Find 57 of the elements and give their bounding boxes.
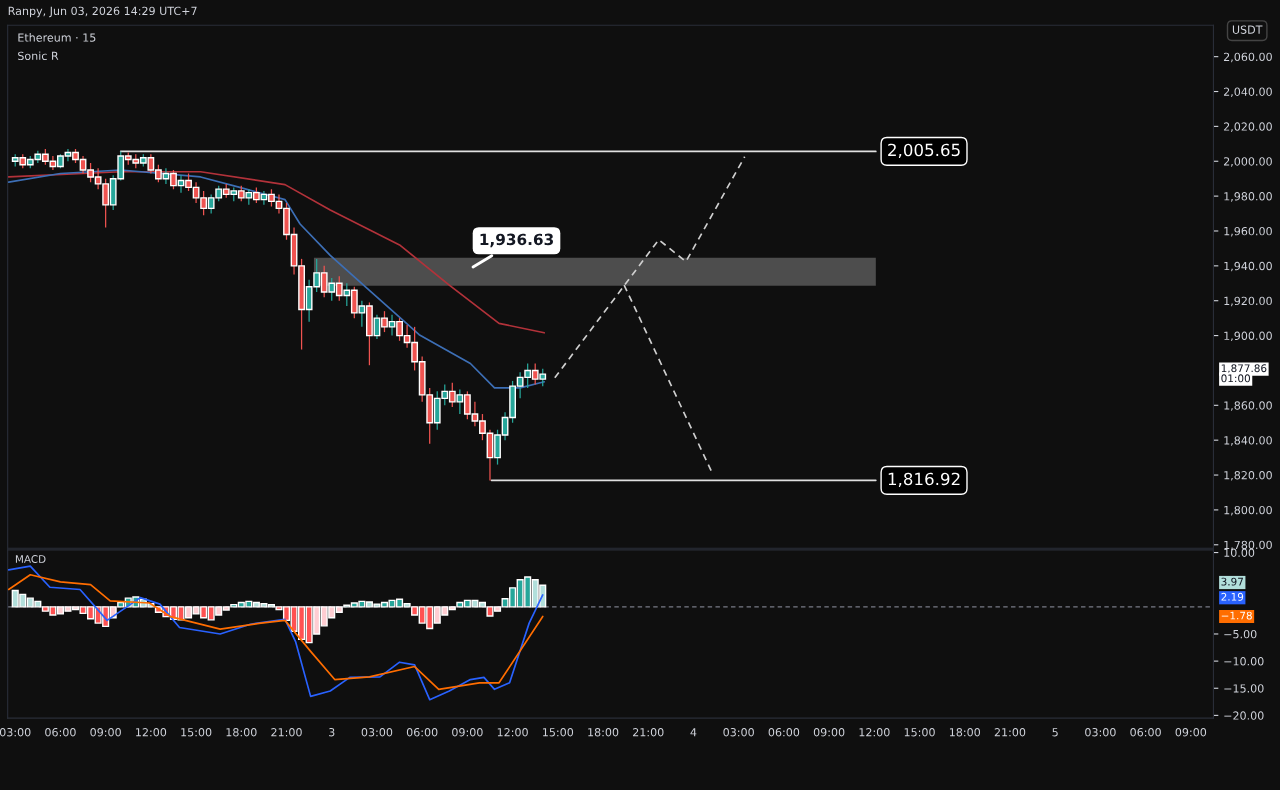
y-tick-label: 2,020.00	[1223, 122, 1272, 132]
y-tick-label: 1,840.00	[1224, 436, 1272, 446]
x-tick-label: 21:00	[994, 728, 1026, 737]
y-tick-label: 1,980.00	[1224, 192, 1272, 202]
text: 3.97	[1221, 577, 1243, 586]
x-tick-label: 03:00	[723, 728, 754, 737]
annotation: 2,005.65	[888, 143, 960, 158]
x-tick-label: 5	[1052, 728, 1058, 737]
text: −1.78	[1221, 611, 1252, 620]
x-tick-label: 03:00	[1085, 728, 1116, 737]
x-tick-label: 3	[329, 728, 335, 737]
y-tick-label: 1,920.00	[1224, 296, 1272, 307]
x-tick-label: 12:00	[497, 728, 528, 737]
x-tick-label: 18:00	[588, 728, 619, 737]
annotation: 1,816.92	[888, 472, 960, 487]
y-tick-label: 2,060.00	[1223, 52, 1272, 63]
text: 1,877.86	[1221, 364, 1267, 374]
y-tick-label: −5.00	[1224, 629, 1257, 639]
y-tick-label: 2,000.00	[1223, 157, 1272, 167]
x-tick-label: 21:00	[271, 728, 302, 737]
y-tick-label: −20.00	[1224, 711, 1264, 720]
x-tick-label: 03:00	[0, 728, 31, 737]
x-tick-label: 15:00	[543, 728, 574, 737]
y-tick-label: 2,040.00	[1223, 87, 1272, 98]
x-tick-label: 06:00	[406, 728, 438, 737]
x-tick-label: 06:00	[1130, 728, 1161, 737]
annotation: MACD	[15, 555, 46, 563]
x-tick-label: 09:00	[813, 728, 845, 737]
x-tick-label: 03:00	[361, 728, 393, 737]
text: 2.19	[1221, 592, 1244, 601]
x-tick-label: 09:00	[452, 728, 483, 737]
text: Ranpy, Jun 03, 2026 14:29 UTC+7	[8, 6, 197, 18]
x-tick-label: 12:00	[859, 728, 890, 737]
y-tick-label: 1,900.00	[1224, 331, 1272, 342]
y-tick-label: 1,860.00	[1224, 401, 1272, 411]
x-tick-label: 06:00	[768, 728, 800, 737]
text: Sonic R	[18, 51, 59, 61]
text: Ethereum · 15	[18, 33, 96, 42]
x-tick-label: 09:00	[1175, 728, 1207, 737]
y-tick-label: 1,820.00	[1224, 471, 1272, 481]
x-tick-label: 09:00	[90, 728, 121, 737]
x-tick-label: 15:00	[181, 728, 212, 737]
x-tick-label: 21:00	[633, 728, 664, 737]
y-tick-label: 1,940.00	[1224, 261, 1272, 272]
x-tick-label: 18:00	[949, 728, 981, 737]
x-tick-label: 15:00	[904, 728, 935, 737]
x-tick-label: 12:00	[136, 728, 167, 737]
x-tick-label: 4	[690, 728, 697, 737]
y-tick-label: 1,800.00	[1224, 505, 1272, 516]
x-tick-label: 06:00	[45, 728, 76, 737]
y-tick-label: −15.00	[1224, 684, 1264, 693]
y-tick-label: 1,960.00	[1224, 226, 1272, 237]
text: 01:00	[1221, 374, 1250, 383]
annotation: 1,936.63	[480, 233, 553, 248]
y-axis-title: USDT	[1232, 25, 1263, 34]
x-tick-label: 18:00	[226, 728, 257, 737]
y-tick-label: −10.00	[1224, 657, 1264, 666]
